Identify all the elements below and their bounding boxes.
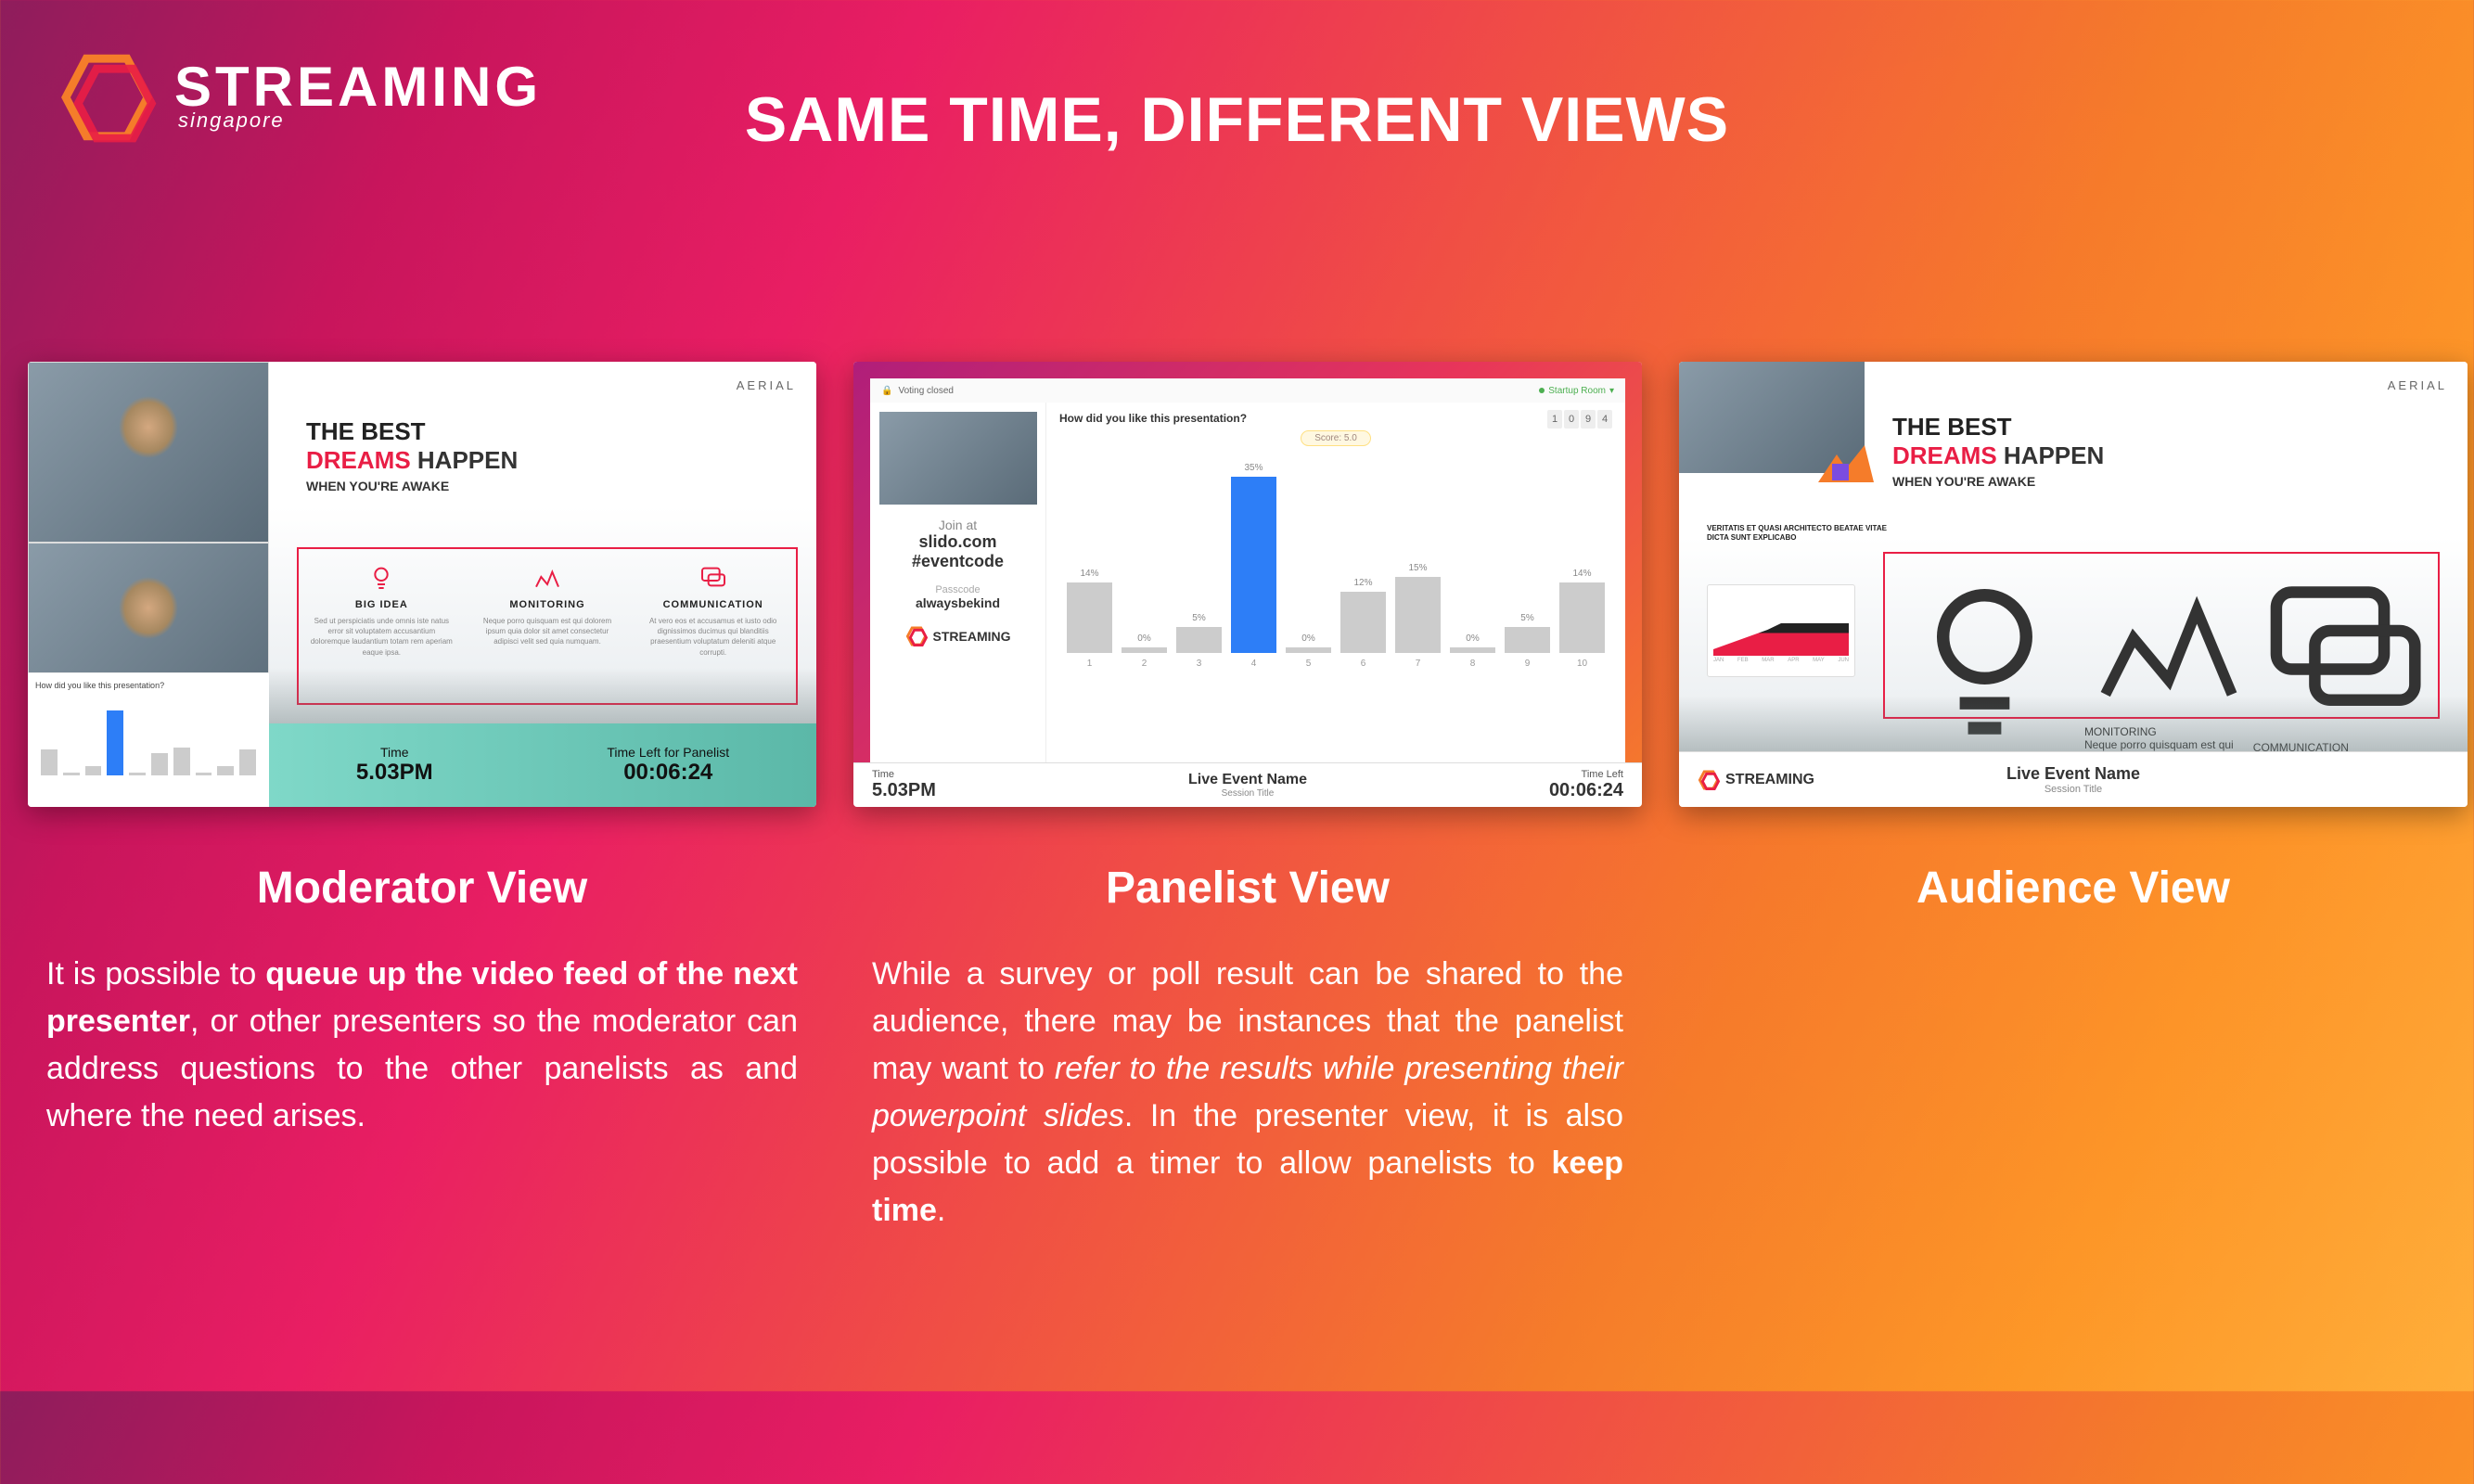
- header: STREAMING singapore: [56, 46, 542, 148]
- footer-logo: STREAMING: [1698, 769, 1814, 791]
- panelist-footer: Time 5.03PM Live Event Name Session Titl…: [853, 762, 1642, 807]
- slide-brand-aud: AERIAL: [2388, 378, 2447, 392]
- moderator-mini-poll: How did you like this presentation?: [28, 672, 269, 807]
- audience-headline: THE BEST DREAMS HAPPEN WHEN YOU'RE AWAKE: [1892, 413, 2104, 489]
- mini-bar: [196, 773, 212, 775]
- mini-bar: [129, 773, 146, 775]
- audience-slide: AERIAL THE BEST DREAMS HAPPEN WHEN YOU'R…: [1679, 362, 2468, 751]
- mini-bar: [239, 749, 256, 775]
- poll-bar: 5%9: [1505, 613, 1550, 670]
- poll-bar: 0%5: [1286, 633, 1331, 669]
- mini-bar: [41, 749, 58, 775]
- mini-bar: [173, 748, 190, 775]
- audience-footer: STREAMING Live Event Name Session Title: [1679, 751, 2468, 807]
- page-title: SAME TIME, DIFFERENT VIEWS: [745, 83, 1729, 156]
- counter-digit: 1: [1547, 410, 1562, 429]
- panelist-description: While a survey or poll result can be sha…: [872, 951, 1623, 1235]
- audience-sections: BIG IDEASed ut perspiciatis unde omnis i…: [1883, 552, 2440, 719]
- moderator-slide: AERIAL THE BEST DREAMS HAPPEN WHEN YOU'R…: [269, 362, 816, 723]
- poll-bar: 0%2: [1122, 633, 1167, 669]
- lock-icon: 🔒: [881, 386, 892, 396]
- poll-bar: 14%10: [1559, 569, 1605, 669]
- mountain-decoration-aud: [1679, 696, 2468, 751]
- section-cell: MONITORINGNeque porro quisquam est qui d…: [2084, 554, 2253, 717]
- poll-bar: 35%4: [1231, 463, 1276, 669]
- audience-thumbnail: AERIAL THE BEST DREAMS HAPPEN WHEN YOU'R…: [1679, 362, 2468, 807]
- panelist-poll: How did you like this presentation? 1094…: [1046, 403, 1625, 790]
- panelist-title: Panelist View: [1106, 863, 1390, 914]
- room-status: Startup Room ▾: [1539, 386, 1614, 396]
- poll-bar: 0%8: [1450, 633, 1495, 669]
- section-cell: COMMUNICATIONAt vero eos et accusamus et…: [2253, 554, 2438, 717]
- mini-bar: [63, 773, 80, 775]
- poll-bar: 15%7: [1395, 563, 1441, 669]
- section-cell: BIG IDEASed ut perspiciatis unde omnis i…: [1885, 554, 2084, 717]
- poll-bar: 5%3: [1176, 613, 1222, 670]
- sidebar-logo: STREAMING: [879, 625, 1036, 647]
- moderator-footer: Time 5.03PM Time Left for Panelist 00:06…: [269, 723, 816, 807]
- audience-column: AERIAL THE BEST DREAMS HAPPEN WHEN YOU'R…: [1679, 362, 2468, 1235]
- moderator-column: AERIAL THE BEST DREAMS HAPPEN WHEN YOU'R…: [28, 362, 816, 1235]
- moderator-thumbnail: AERIAL THE BEST DREAMS HAPPEN WHEN YOU'R…: [28, 362, 816, 807]
- audience-mini-chart: JANFEBMARAPRMAYJUN: [1707, 584, 1855, 677]
- mini-bar: [217, 766, 234, 775]
- slide-headline: THE BEST DREAMS HAPPEN WHEN YOU'RE AWAKE: [306, 417, 518, 493]
- counter-digit: 9: [1581, 410, 1596, 429]
- brand-name: STREAMING: [174, 62, 542, 112]
- poll-bar: 12%6: [1340, 578, 1386, 670]
- panelist-column: 🔒 Voting closed Startup Room ▾ Join at s…: [853, 362, 1642, 1235]
- panelist-thumbnail: 🔒 Voting closed Startup Room ▾ Join at s…: [853, 362, 1642, 807]
- poll-chart: 14%1 0%25%335%4 0%512%615%70%8 5%914%10: [1059, 455, 1612, 669]
- slide-brand: AERIAL: [737, 378, 796, 392]
- panelist-video: [879, 412, 1037, 505]
- panelist-sidebar: Join at slido.com #eventcode Passcode al…: [870, 403, 1046, 790]
- logo-icon: [56, 46, 158, 148]
- poll-bar: 14%1: [1067, 569, 1112, 669]
- mountain-decoration: [269, 668, 816, 723]
- counter-digit: 0: [1564, 410, 1579, 429]
- mini-bar: [151, 753, 168, 775]
- moderator-title: Moderator View: [257, 863, 588, 914]
- decoration-shapes: [1818, 445, 1874, 482]
- views-row: AERIAL THE BEST DREAMS HAPPEN WHEN YOU'R…: [28, 362, 2446, 1235]
- panelist-topbar: 🔒 Voting closed Startup Room ▾: [870, 378, 1625, 403]
- moderator-description: It is possible to queue up the video fee…: [46, 951, 798, 1140]
- audience-subtext: VERITATIS ET QUASI ARCHITECTO BEATAE VIT…: [1707, 524, 1887, 544]
- mini-bar: [107, 710, 123, 775]
- mini-bar: [85, 766, 102, 775]
- counter-digit: 4: [1597, 410, 1612, 429]
- audience-title: Audience View: [1916, 863, 2230, 914]
- vote-counter: 1094: [1547, 410, 1612, 429]
- video-feed-1: [28, 362, 269, 543]
